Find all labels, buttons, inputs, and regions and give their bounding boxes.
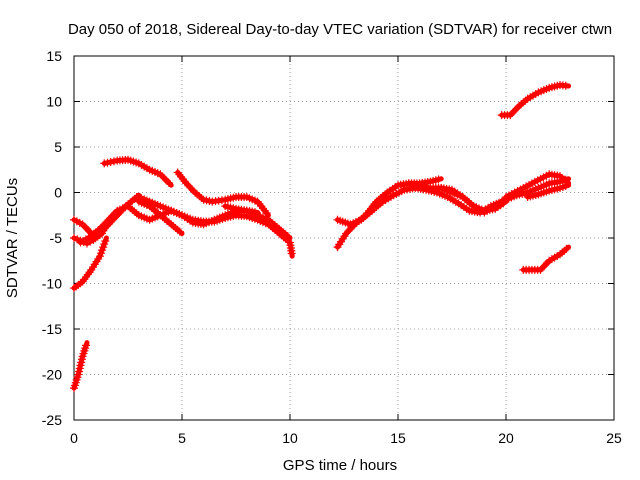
data-point — [561, 81, 570, 90]
series-arc-j — [221, 202, 293, 241]
y-tick-label: -10 — [42, 276, 62, 292]
y-tick-label: -15 — [42, 321, 62, 337]
series-arc-l — [333, 183, 513, 229]
y-tick-label: -25 — [42, 412, 62, 428]
series-arc-d — [70, 192, 142, 238]
x-axis-label: GPS time / hours — [283, 457, 397, 474]
data-point — [287, 249, 296, 258]
y-axis-label: SDTVAR / TECUs — [4, 178, 21, 298]
chart-title: Day 050 of 2018, Sidereal Day-to-day VTE… — [68, 21, 612, 38]
y-tick-label: 0 — [54, 185, 62, 201]
data-point — [175, 227, 184, 236]
x-tick-label: 20 — [498, 430, 514, 446]
y-tick-label: -5 — [50, 230, 63, 246]
data-point — [82, 341, 91, 350]
series-arc-b — [70, 235, 110, 293]
series-arc-f — [100, 155, 174, 188]
y-tick-label: 10 — [46, 94, 62, 110]
x-tick-label: 15 — [390, 430, 406, 446]
data-series — [70, 81, 572, 393]
y-tick-label: 5 — [54, 139, 62, 155]
series-arc-r — [519, 244, 572, 274]
x-tick-label: 5 — [178, 430, 186, 446]
series-arc-a — [70, 340, 91, 393]
x-tick-label: 10 — [282, 430, 298, 446]
y-tick-label: -20 — [42, 367, 62, 383]
x-tick-label: 0 — [70, 430, 78, 446]
data-point — [562, 244, 571, 253]
series-arc-p — [523, 182, 572, 202]
data-point — [283, 232, 292, 241]
y-axis: -25 -20 -15 -10 -5 0 5 10 15 — [42, 48, 614, 428]
series-arc-i — [173, 168, 271, 218]
data-point — [101, 237, 110, 246]
data-point — [165, 179, 174, 188]
y-tick-label: 15 — [46, 48, 62, 64]
data-point — [434, 175, 443, 184]
series-arc-n — [437, 175, 572, 217]
x-tick-label: 25 — [606, 430, 622, 446]
series-arc-h — [134, 197, 185, 236]
series-arc-o — [502, 170, 572, 202]
x-axis: 0 5 10 15 20 25 — [70, 56, 622, 446]
series-arc-q — [497, 81, 572, 120]
data-point — [262, 208, 271, 217]
data-point — [561, 182, 570, 191]
